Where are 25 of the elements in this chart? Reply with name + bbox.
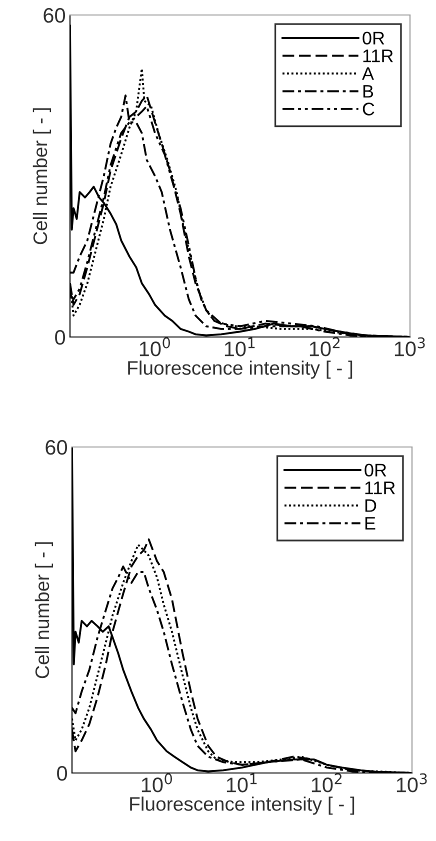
x-tick-label: 10$^{3}$ (396, 773, 427, 792)
y-tick-label: 0 (57, 766, 68, 781)
y-tick-label: 60 (44, 8, 66, 23)
legend-label: 0R (364, 464, 386, 477)
legend-label: C (362, 102, 374, 116)
x-tick-label: 10$^{3}$ (394, 337, 425, 356)
legend-label: E (365, 517, 376, 530)
x-tick-label: 10$^{1}$ (224, 338, 255, 356)
y-tick-label: 0 (55, 330, 66, 345)
x-tick-label: 10$^{1}$ (226, 774, 257, 792)
x-tick-label: 10$^{0}$ (142, 773, 172, 792)
legend-label: A (362, 67, 374, 80)
x-axis-title: Fluorescence intensity [ - ] (130, 796, 354, 815)
y-axis-title: Cell number [ - ] (34, 542, 53, 678)
legend-label: D (365, 499, 376, 512)
legend-label: 11R (365, 482, 395, 494)
x-axis-title: Fluorescence intensity [ - ] (128, 360, 352, 379)
x-tick-label: 10$^{0}$ (140, 337, 170, 356)
x-tick-label: 10$^{2}$ (312, 773, 342, 792)
legend-label: 0R (362, 32, 384, 45)
legend-label: 11R (363, 50, 393, 62)
x-tick-label: 10$^{2}$ (310, 337, 340, 356)
legend-label: B (363, 85, 374, 98)
y-axis-title: Cell number [ - ] (32, 108, 51, 244)
y-tick-label: 60 (46, 440, 68, 455)
